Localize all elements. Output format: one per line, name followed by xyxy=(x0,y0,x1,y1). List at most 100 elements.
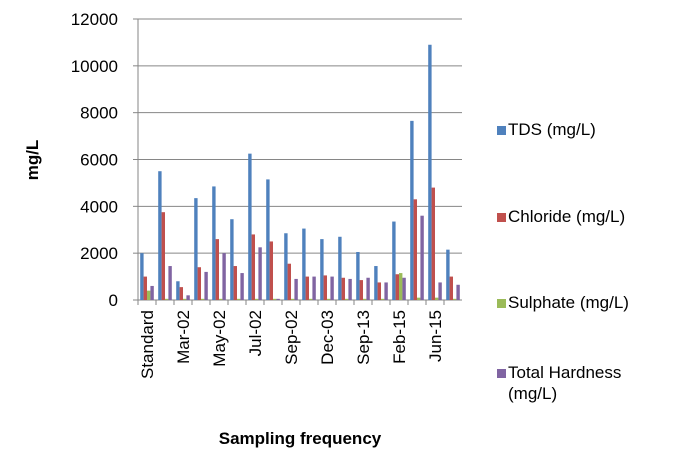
bar xyxy=(165,298,169,300)
legend-label: Chloride (mg/L) xyxy=(508,207,626,226)
y-tick-label: 0 xyxy=(109,291,118,310)
bar xyxy=(449,276,453,300)
bar xyxy=(348,278,352,300)
bar xyxy=(284,233,288,300)
bar xyxy=(176,281,180,300)
bar xyxy=(255,298,259,300)
y-tick-label: 4000 xyxy=(80,197,118,216)
x-tick-label: Feb-15 xyxy=(390,310,409,364)
bar xyxy=(143,276,147,300)
bar xyxy=(438,282,442,300)
bar xyxy=(302,228,306,300)
bar xyxy=(230,219,234,300)
bar xyxy=(374,266,378,300)
bar xyxy=(456,284,460,300)
x-tick-label: Sep-13 xyxy=(354,310,373,365)
y-tick-label: 8000 xyxy=(80,104,118,123)
bar xyxy=(435,297,439,300)
y-tick-label: 12000 xyxy=(71,10,118,29)
x-tick-label: Jul-02 xyxy=(246,310,265,356)
bar xyxy=(201,298,205,300)
bar xyxy=(179,287,183,300)
bar xyxy=(453,298,457,300)
legend-label: Total Hardness (mg/L) xyxy=(508,363,622,403)
bar xyxy=(327,298,331,300)
x-tick-label: May-02 xyxy=(210,310,229,367)
x-tick-label: Mar-02 xyxy=(174,310,193,364)
bar xyxy=(194,198,198,300)
bar xyxy=(417,297,421,300)
bar xyxy=(276,298,280,300)
bar xyxy=(186,295,190,300)
y-tick-label: 6000 xyxy=(80,151,118,170)
bar xyxy=(410,120,414,300)
legend-label: Sulphate (mg/L) xyxy=(508,293,629,312)
bar xyxy=(150,285,154,300)
bar xyxy=(428,44,432,301)
bar xyxy=(266,179,270,300)
bar xyxy=(338,236,342,300)
bar xyxy=(363,298,367,300)
bar xyxy=(420,215,424,300)
y-axis-title: mg/L xyxy=(23,140,42,181)
bar xyxy=(147,290,151,300)
bar xyxy=(287,263,291,300)
bar xyxy=(240,273,244,300)
legend-swatch xyxy=(497,213,506,222)
bar xyxy=(399,273,403,300)
legend-swatch xyxy=(497,299,506,308)
bar xyxy=(294,278,298,300)
bar xyxy=(345,298,349,300)
bar xyxy=(312,276,316,300)
bar xyxy=(161,212,165,300)
bar xyxy=(356,251,360,300)
x-tick-label: Sep-02 xyxy=(282,310,301,365)
bar xyxy=(395,274,399,300)
bar xyxy=(197,267,201,300)
bar xyxy=(446,249,450,300)
bar xyxy=(168,266,172,300)
bar xyxy=(251,234,255,300)
bar xyxy=(237,298,241,300)
y-tick-label: 2000 xyxy=(80,244,118,263)
x-tick-label: Dec-03 xyxy=(318,310,337,365)
bar xyxy=(431,187,435,300)
bar xyxy=(158,171,162,300)
bar xyxy=(392,221,396,300)
bar xyxy=(222,253,226,300)
bar xyxy=(291,298,295,300)
bar xyxy=(359,280,363,300)
bar xyxy=(204,271,208,300)
bar xyxy=(258,247,262,300)
bar xyxy=(305,276,309,300)
bar xyxy=(140,253,144,300)
x-axis-title: Sampling frequency xyxy=(219,429,382,448)
bar xyxy=(341,277,345,300)
bar xyxy=(183,298,187,300)
bar xyxy=(309,298,313,300)
bar xyxy=(320,239,324,300)
bar xyxy=(269,241,273,300)
legend-label: TDS (mg/L) xyxy=(508,120,596,139)
bar xyxy=(233,266,237,300)
bar xyxy=(402,277,406,300)
bar xyxy=(330,276,334,300)
bar xyxy=(273,298,277,300)
x-tick-label: Jun-15 xyxy=(426,310,445,362)
bar xyxy=(212,186,216,300)
bar xyxy=(381,298,385,300)
bar xyxy=(215,239,219,300)
legend-swatch xyxy=(497,126,506,135)
bar xyxy=(323,275,327,300)
bar xyxy=(413,199,417,300)
y-tick-label: 10000 xyxy=(71,57,118,76)
bar xyxy=(366,277,370,300)
bar xyxy=(377,282,381,300)
bar xyxy=(219,298,223,300)
bar xyxy=(384,282,388,300)
legend-swatch xyxy=(497,369,506,378)
bar xyxy=(248,153,252,300)
x-tick-label: Standard xyxy=(138,310,157,379)
